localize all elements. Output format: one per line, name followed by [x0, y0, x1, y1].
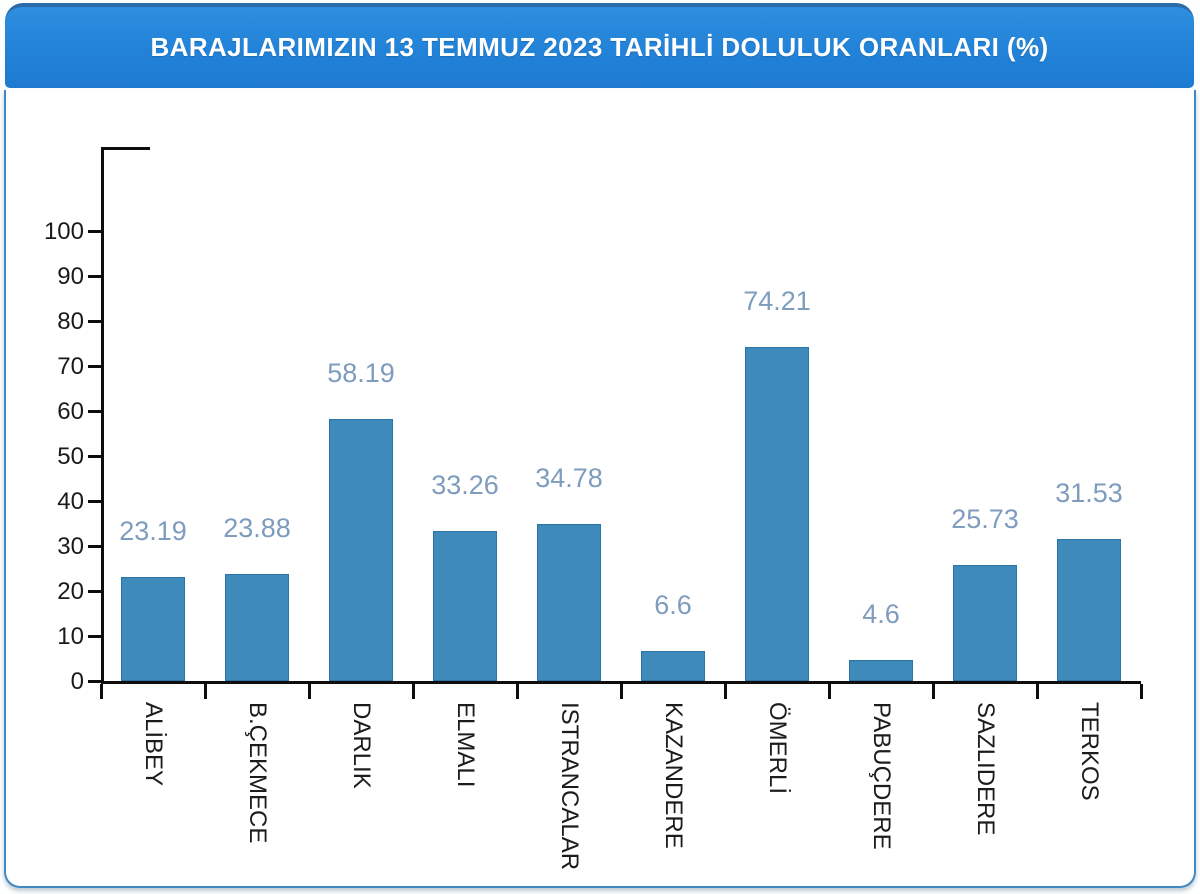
y-tick [88, 410, 101, 413]
y-tick [88, 455, 101, 458]
x-tick [204, 684, 207, 699]
y-tick [88, 365, 101, 368]
bar-value-label: 6.6 [654, 590, 692, 620]
chart-title: BARAJLARIMIZIN 13 TEMMUZ 2023 TARİHLİ DO… [150, 32, 1049, 62]
bar [953, 565, 1017, 681]
bar [329, 419, 393, 681]
bar-value-label: 25.73 [951, 504, 1019, 534]
bar [225, 574, 289, 681]
x-tick [724, 684, 727, 699]
y-tick-label: 70 [57, 353, 84, 380]
y-tick [88, 590, 101, 593]
category-label: ÖMERLİ [764, 702, 791, 795]
y-tick-label: 100 [43, 218, 84, 245]
category-label: SAZLIDERE [972, 702, 999, 836]
bar-value-label: 33.26 [431, 470, 499, 500]
y-tick-label: 60 [57, 398, 84, 425]
y-tick [88, 545, 101, 548]
y-tick [88, 275, 101, 278]
category-label: ISTRANCALAR [556, 702, 583, 871]
y-axis-line [101, 147, 104, 684]
category-label: B.ÇEKMECE [244, 702, 271, 844]
y-tick [88, 635, 101, 638]
y-tick [88, 230, 101, 233]
chart-title-bar: BARAJLARIMIZIN 13 TEMMUZ 2023 TARİHLİ DO… [5, 3, 1194, 88]
y-tick [88, 680, 101, 683]
x-tick [516, 684, 519, 699]
y-tick-label: 10 [57, 623, 84, 650]
bar [849, 660, 913, 681]
category-label: KAZANDERE [660, 702, 687, 849]
y-tick-label: 40 [57, 488, 84, 515]
bar-value-label: 23.88 [223, 513, 291, 543]
bar [745, 347, 809, 681]
y-axis-top-tick [104, 147, 150, 150]
category-label: DARLIK [348, 702, 375, 789]
category-label: ELMALI [452, 702, 479, 788]
x-tick [828, 684, 831, 699]
category-label: ALİBEY [140, 702, 167, 787]
chart-card [4, 90, 1196, 888]
y-tick [88, 500, 101, 503]
bar-value-label: 4.6 [862, 599, 900, 629]
bar-value-label: 74.21 [743, 286, 811, 316]
x-tick [1036, 684, 1039, 699]
y-tick-label: 20 [57, 578, 84, 605]
x-axis-line [101, 681, 1141, 684]
y-tick [88, 320, 101, 323]
x-tick [308, 684, 311, 699]
bar-value-label: 31.53 [1055, 478, 1123, 508]
bar [537, 524, 601, 681]
y-tick-label: 0 [70, 668, 84, 695]
x-tick [620, 684, 623, 699]
category-label: PABUÇDERE [868, 702, 895, 850]
y-tick-label: 80 [57, 308, 84, 335]
bar [641, 651, 705, 681]
bar-value-label: 58.19 [327, 358, 395, 388]
bar [1057, 539, 1121, 681]
y-tick-label: 30 [57, 533, 84, 560]
x-tick [100, 684, 103, 699]
y-tick-label: 50 [57, 443, 84, 470]
y-tick-label: 90 [57, 263, 84, 290]
x-tick [412, 684, 415, 699]
bar [121, 577, 185, 681]
category-label: TERKOS [1076, 702, 1103, 801]
x-tick [1140, 684, 1143, 699]
bar-value-label: 23.19 [119, 516, 187, 546]
x-tick [932, 684, 935, 699]
bar-value-label: 34.78 [535, 463, 603, 493]
bar [433, 531, 497, 681]
